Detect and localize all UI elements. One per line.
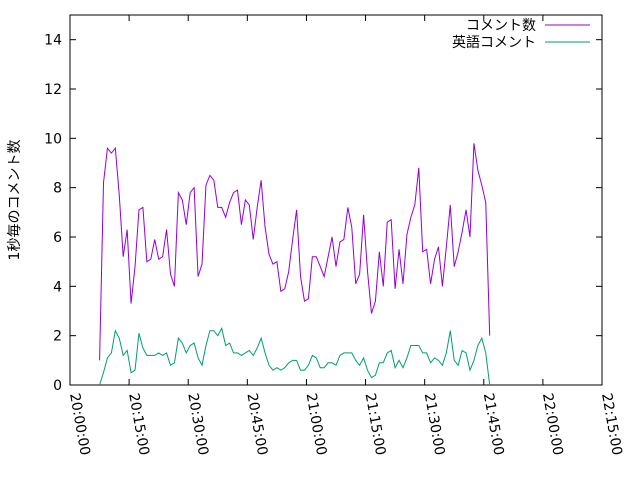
series-line-1 xyxy=(99,143,491,361)
x-tick-label: 20:45:00 xyxy=(243,392,270,457)
x-tick-label: 22:00:00 xyxy=(539,392,566,457)
x-tick-label: 21:15:00 xyxy=(362,392,389,457)
legend-label-1: コメント数 xyxy=(466,18,536,34)
y-tick-label: 6 xyxy=(53,230,62,246)
plot-frame xyxy=(69,14,603,386)
series-lines xyxy=(99,143,491,386)
y-tick-label: 4 xyxy=(53,279,62,295)
x-tick-label: 21:30:00 xyxy=(421,392,448,457)
x-tick-label: 20:15:00 xyxy=(125,392,152,457)
x-tick-label: 21:00:00 xyxy=(303,392,330,457)
y-tick-label: 10 xyxy=(44,131,62,147)
x-tick-label: 20:30:00 xyxy=(184,392,211,457)
y-axis: 0 2 4 6 8 10 12 14 xyxy=(44,33,602,394)
x-tick-label: 21:45:00 xyxy=(480,392,507,457)
y-tick-label: 14 xyxy=(44,33,62,49)
y-tick-label: 2 xyxy=(53,329,62,345)
x-tick-label: 22:15:00 xyxy=(598,392,625,457)
series-line-2 xyxy=(99,326,491,386)
y-tick-label: 8 xyxy=(53,181,62,197)
y-axis-label: 1秒毎のコメント数 xyxy=(7,140,23,261)
x-axis: 20:00:00 20:15:00 20:30:00 20:45:00 21:00:00… xyxy=(66,15,625,457)
y-tick-label: 12 xyxy=(44,82,62,98)
y-tick-label: 0 xyxy=(53,378,62,394)
x-tick-label: 20:00:00 xyxy=(66,392,93,457)
legend-label-2: 英語コメント xyxy=(452,34,536,51)
